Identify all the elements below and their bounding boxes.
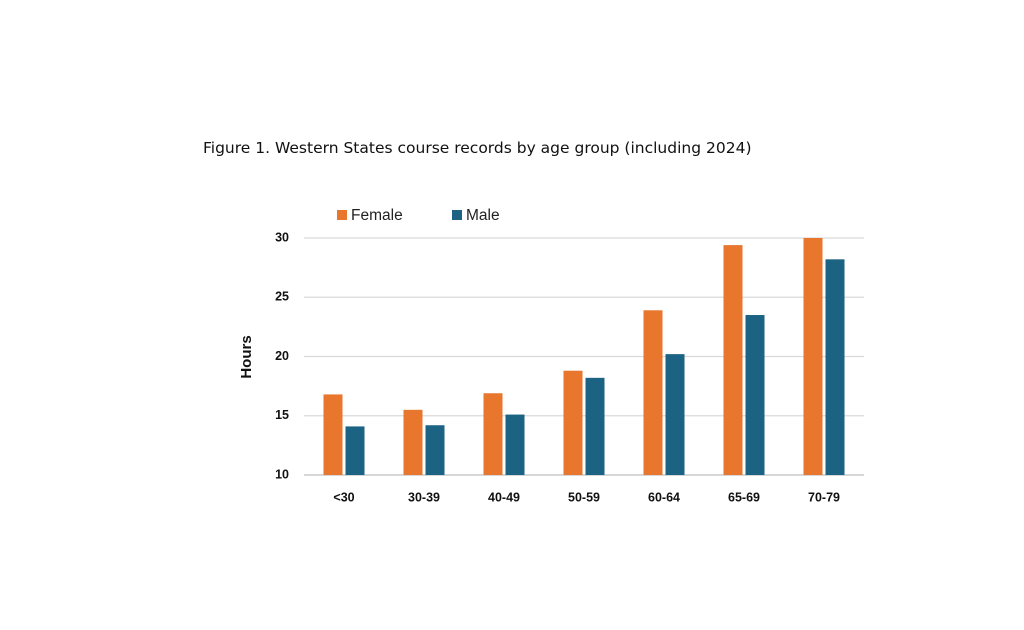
legend-label-female: Female <box>351 207 403 224</box>
bar-male <box>665 354 685 475</box>
bar-female <box>563 370 583 475</box>
x-tick-label: 70-79 <box>808 490 840 504</box>
x-tick-label: 30-39 <box>408 490 440 504</box>
gridlines <box>304 237 864 476</box>
bar-male <box>425 425 445 475</box>
bar-female <box>803 238 823 475</box>
legend-swatch-male <box>452 210 462 220</box>
legend-swatch-female <box>337 210 347 220</box>
bar-male <box>745 315 765 475</box>
y-axis-title: Hours <box>238 335 255 378</box>
bar-female <box>323 394 343 475</box>
bar-male <box>585 377 605 475</box>
x-tick-label: 60-64 <box>648 490 680 504</box>
legend: Female Male <box>337 207 500 224</box>
x-tick-label: 65-69 <box>728 490 760 504</box>
y-tick-label: 20 <box>275 349 289 363</box>
bar-female <box>723 245 743 475</box>
y-axis-ticks: 10 15 20 25 30 <box>275 230 289 481</box>
bar-male <box>825 259 845 475</box>
y-tick-label: 10 <box>275 467 289 481</box>
y-tick-label: 30 <box>275 230 289 244</box>
bar-male <box>345 426 365 475</box>
bar-female <box>403 409 423 475</box>
bars <box>323 238 845 475</box>
bar-female <box>643 310 663 475</box>
y-tick-label: 15 <box>275 408 289 422</box>
bar-male <box>505 414 525 475</box>
legend-label-male: Male <box>466 207 500 224</box>
bar-female <box>483 393 503 475</box>
figure-caption: Figure 1. Western States course records … <box>203 139 752 157</box>
x-tick-label: 50-59 <box>568 490 600 504</box>
x-axis-ticks: <30 30-39 40-49 50-59 60-64 65-69 70-79 <box>333 490 840 504</box>
x-tick-label: 40-49 <box>488 490 520 504</box>
y-tick-label: 25 <box>275 290 289 304</box>
x-tick-label: <30 <box>333 490 354 504</box>
